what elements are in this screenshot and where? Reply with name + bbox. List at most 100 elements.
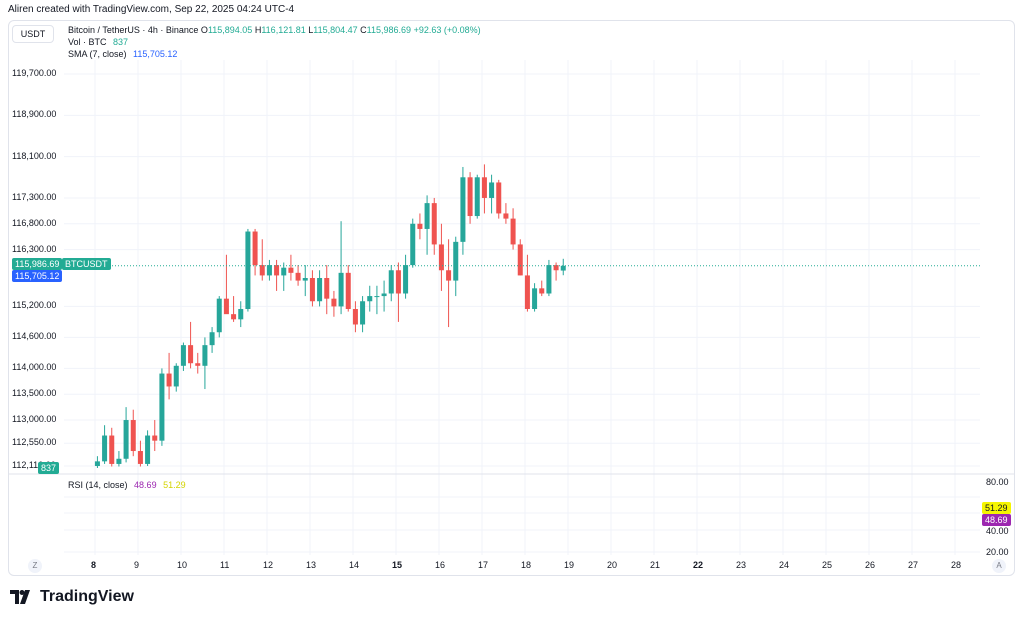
candle-down xyxy=(152,435,158,441)
candle-up xyxy=(317,278,323,302)
candle-down xyxy=(524,275,530,309)
candle-up xyxy=(388,270,394,294)
candle-up xyxy=(94,461,100,466)
ohlc-close-value: 115,986.69 xyxy=(366,25,412,35)
ohlc-open-label: O xyxy=(200,25,208,35)
candle-down xyxy=(496,182,502,214)
candle-up xyxy=(546,265,552,294)
symbol-legend: Bitcoin / TetherUS · 4h · Binance O115,8… xyxy=(68,25,481,35)
candle-down xyxy=(274,265,280,276)
time-axis-label: 27 xyxy=(908,560,919,570)
volume-label: Vol · BTC xyxy=(68,37,107,47)
rsi-axis-80: 80.00 xyxy=(986,477,1009,487)
time-axis-label: 23 xyxy=(736,560,747,570)
candle-up xyxy=(460,177,466,242)
time-axis-label: 18 xyxy=(521,560,532,570)
time-axis-label: 9 xyxy=(134,560,140,570)
rsi-label: RSI (14, close) xyxy=(68,480,128,490)
candle-up xyxy=(367,296,373,302)
chart-frame xyxy=(8,20,1015,576)
candle-up xyxy=(281,267,287,276)
candle-up xyxy=(338,272,344,307)
price-axis-label: 114,000.00 xyxy=(12,362,57,373)
candle-down xyxy=(431,203,437,245)
candle-down xyxy=(395,270,401,294)
ohlc-close-label: C xyxy=(360,25,367,35)
time-axis-label: 10 xyxy=(177,560,188,570)
rsi-value-1: 48.69 xyxy=(134,480,157,490)
candle-up xyxy=(116,458,122,464)
price-axis-label: 117,300.00 xyxy=(12,191,57,202)
time-axis-label: 26 xyxy=(865,560,876,570)
candle-up xyxy=(216,298,222,333)
candle-down xyxy=(309,278,315,302)
candle-down xyxy=(539,288,545,294)
candle-down xyxy=(417,223,423,229)
volume-legend: Vol · BTC 837 xyxy=(68,37,128,47)
time-axis-label: 13 xyxy=(306,560,317,570)
price-axis-label: 112,550.00 xyxy=(12,437,57,448)
ohlc-high-label: H xyxy=(254,25,262,35)
sma-label: SMA (7, close) xyxy=(68,49,127,59)
zoom-reset-button[interactable]: Z xyxy=(28,559,42,573)
rsi-tag-yellow: 51.29 xyxy=(982,502,1011,514)
candle-down xyxy=(252,231,258,266)
candle-up xyxy=(374,296,380,298)
candle-up xyxy=(238,308,244,320)
candle-down xyxy=(481,177,487,198)
auto-scale-button[interactable]: A xyxy=(992,559,1006,573)
candle-up xyxy=(180,345,186,366)
candle-down xyxy=(324,278,330,299)
time-axis-label: 11 xyxy=(220,560,230,570)
candle-down xyxy=(510,218,516,245)
candle-up xyxy=(424,203,430,229)
candle-up xyxy=(410,223,416,266)
candle-down xyxy=(223,298,229,315)
time-axis-label: 12 xyxy=(263,560,274,570)
time-axis-label: 28 xyxy=(951,560,962,570)
candle-down xyxy=(553,265,559,271)
candle-up xyxy=(381,293,387,297)
price-axis-label: 119,700.00 xyxy=(12,68,57,78)
candles xyxy=(64,164,980,468)
candle-down xyxy=(231,314,237,320)
price-axis-label: 116,800.00 xyxy=(12,217,57,228)
time-axis-label: 20 xyxy=(607,560,618,570)
price-axis-label: 116,300.00 xyxy=(12,243,57,254)
rsi-legend: RSI (14, close) 48.69 51.29 xyxy=(68,480,186,490)
candle-up xyxy=(453,241,459,281)
candle-up xyxy=(145,435,151,464)
candle-up xyxy=(302,278,308,281)
candle-up xyxy=(202,345,208,366)
time-axis-label: 24 xyxy=(779,560,790,570)
candle-down xyxy=(259,265,265,276)
candle-down xyxy=(137,451,143,464)
candle-down xyxy=(438,244,444,271)
time-axis-label: 19 xyxy=(564,560,575,570)
candle-up xyxy=(474,177,480,217)
rsi-axis-20: 20.00 xyxy=(986,547,1009,557)
sma-value: 115,705.12 xyxy=(133,49,178,59)
candle-down xyxy=(517,244,523,276)
currency-button[interactable]: USDT xyxy=(12,25,54,43)
price-axis-label: 115,200.00 xyxy=(12,300,57,311)
volume-value: 837 xyxy=(113,37,129,47)
last-price-tag: 115,986.69 xyxy=(12,258,63,270)
time-axis-label: 15 xyxy=(392,560,403,570)
candle-down xyxy=(446,270,452,281)
price-axis-label: 118,900.00 xyxy=(12,109,57,120)
candle-up xyxy=(173,365,179,387)
ohlc-high-value: 116,121.81 xyxy=(261,25,306,35)
price-axis-label: 113,500.00 xyxy=(12,388,57,399)
candle-down xyxy=(109,435,115,464)
created-by-text: Aliren created with TradingView.com, Sep… xyxy=(8,4,295,15)
symbol-price-tag: BTCUSDT xyxy=(62,258,111,270)
candle-up xyxy=(123,420,129,459)
candle-up xyxy=(489,182,495,198)
candle-down xyxy=(352,308,358,325)
candle-down xyxy=(130,420,136,452)
candle-up xyxy=(209,332,215,346)
brand-name: TradingView xyxy=(40,588,134,605)
candle-down xyxy=(345,272,351,309)
